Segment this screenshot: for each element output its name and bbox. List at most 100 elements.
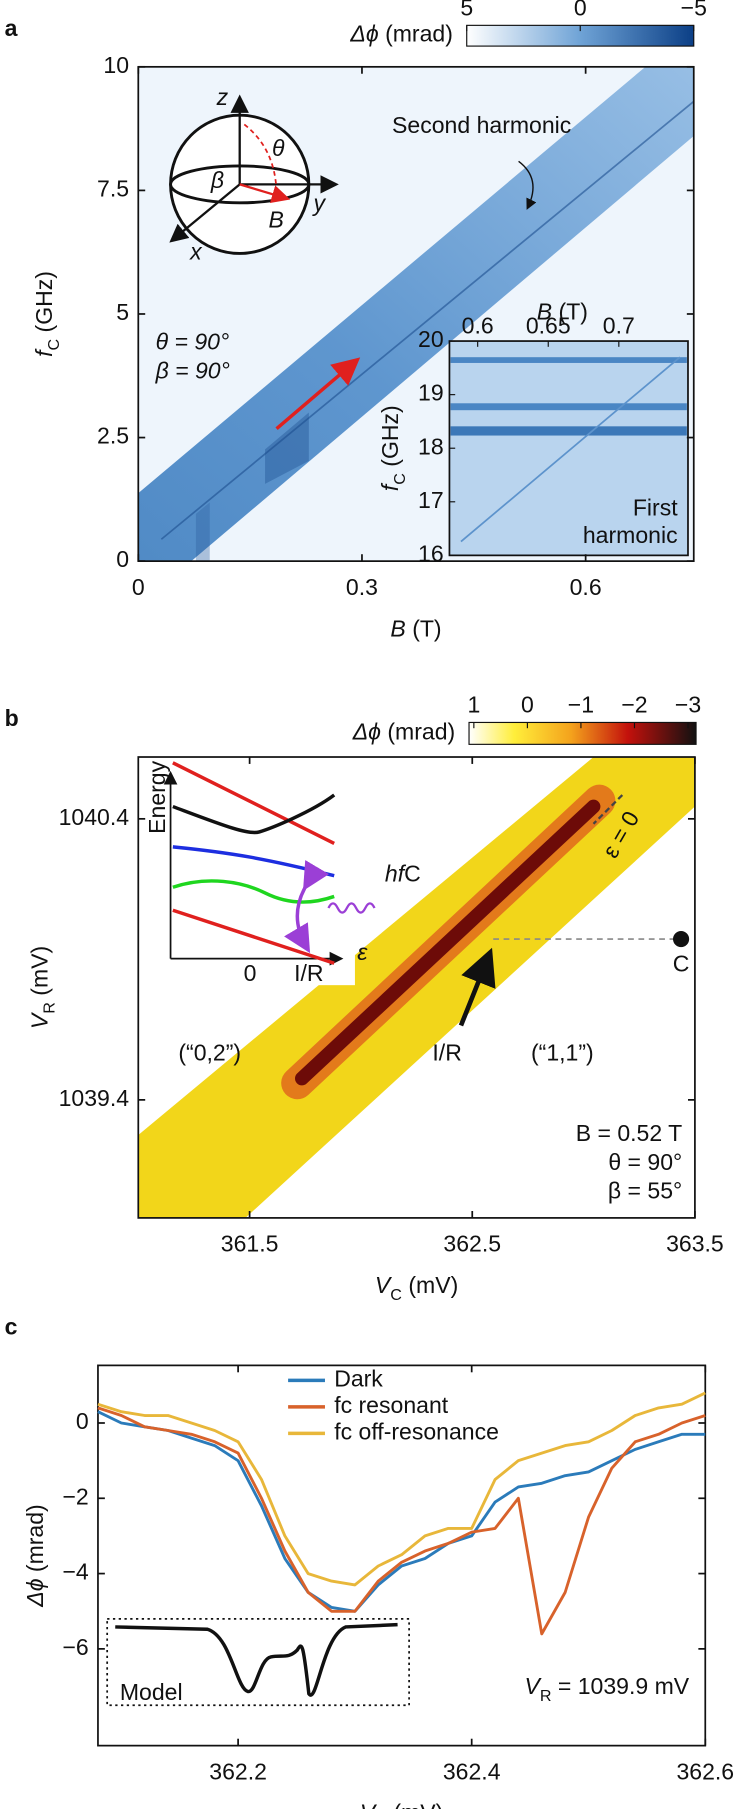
annotation: C (673, 951, 690, 977)
red-arrow (275, 357, 361, 430)
colorbar-tick-label: 0 (574, 0, 587, 20)
y-axis-label: fC (GHz) (31, 271, 63, 357)
parameter: θ = 90° (608, 1149, 682, 1175)
x-tick-label: 0.6 (570, 574, 602, 600)
label-part: V (375, 1272, 393, 1298)
band-stripe (195, 502, 210, 562)
label-part: V (27, 1011, 53, 1029)
inset-stripe (450, 357, 687, 363)
y-tick-label: 0 (116, 546, 129, 572)
sphere-label: x (189, 239, 203, 265)
colorbar-tick-label: 1 (467, 691, 480, 717)
y-tick-label: 2.5 (97, 423, 129, 449)
label-part: C (45, 339, 63, 351)
x-tick-label: 0.3 (346, 574, 378, 600)
label-part: = 1039.9 mV (551, 1673, 689, 1699)
colorbar-tick-label: 0 (521, 691, 534, 717)
colorbar-tick-label: 5 (460, 0, 473, 20)
label-part: C (404, 861, 421, 887)
label-part: R (540, 1687, 552, 1705)
inset-line (460, 356, 681, 543)
label-part: (mV) (402, 1272, 458, 1298)
legend-label: fc resonant (334, 1392, 449, 1418)
inset-tick-label: I/R (294, 960, 323, 986)
x-axis-label: B (T) (390, 615, 441, 641)
label-part: R (41, 1002, 59, 1014)
label-part: (T) (552, 299, 588, 325)
y-axis-label: Δϕ (mrad) (22, 1504, 48, 1607)
label-part: (T) (406, 615, 442, 641)
inset-y-tick-label: 18 (418, 433, 444, 459)
label-part: (GHz) (377, 405, 403, 473)
label-part: Δϕ (349, 21, 378, 47)
inset-x-tick-label: 0.65 (526, 312, 571, 338)
colorbar-tick-label: −5 (681, 0, 707, 20)
sphere-label: B (269, 206, 284, 232)
series-line (97, 1406, 706, 1636)
signal-band (138, 66, 694, 562)
energy-diagram (163, 761, 376, 966)
harmonic-line (160, 100, 695, 540)
sphere (169, 94, 339, 255)
sphere-label: y (311, 190, 326, 216)
level (172, 793, 336, 835)
annotation: I/R (432, 1039, 461, 1065)
inset-stripe (450, 426, 687, 436)
label-part: (mV) (387, 1800, 443, 1809)
inset-y-tick-label: 20 (418, 326, 444, 352)
transition (284, 860, 330, 954)
label-part: C (390, 1286, 402, 1304)
inset-features (450, 356, 687, 543)
inset-stripe (450, 403, 687, 411)
y-tick-label: −4 (62, 1559, 88, 1585)
inset-text: First (633, 494, 678, 520)
inset-y-tick-label: 17 (418, 487, 444, 513)
panel-label: a (5, 15, 18, 41)
annotation: (“0,2”) (178, 1039, 241, 1065)
label-part: Δϕ (352, 718, 381, 744)
annotation: VR = 1039.9 mV (524, 1673, 689, 1705)
panel-label: c (5, 1314, 18, 1340)
label-part: f (31, 348, 57, 357)
y-tick-label: 5 (116, 299, 129, 325)
x-tick-label: 362.2 (209, 1758, 267, 1784)
label-part: (mrad) (22, 1504, 48, 1578)
sphere-label: z (216, 84, 229, 110)
series-line (97, 1410, 706, 1613)
parameter: β = 55° (608, 1178, 682, 1204)
photon (327, 902, 376, 914)
ir-arrow (458, 947, 496, 1027)
level (172, 761, 335, 845)
colorbar-tick-label: −2 (621, 691, 647, 717)
x-tick-label: 361.5 (221, 1231, 279, 1257)
point-c (673, 931, 690, 948)
colorbar-tick-label: −1 (568, 691, 594, 717)
y-tick-label: 1039.4 (59, 1085, 130, 1111)
level (172, 908, 335, 965)
model-box (106, 1618, 410, 1707)
panel-label: b (5, 705, 19, 731)
inset-map (448, 340, 689, 557)
colorbar-label: Δϕ (mrad) (352, 718, 455, 744)
photon-label: hfC (385, 861, 421, 887)
inset-x-label: ε (357, 939, 368, 965)
x-tick-label: 363.5 (666, 1231, 724, 1257)
label-part: V (360, 1800, 378, 1809)
band-stripe (265, 412, 309, 484)
inset-x-tick-label: 0.6 (462, 312, 494, 338)
annotation: θ = 90° (156, 328, 230, 354)
y-tick-label: −6 (62, 1634, 88, 1660)
epsilon-zero-line (592, 794, 624, 825)
y-tick-label: −2 (62, 1483, 88, 1509)
x-tick-label: 0 (132, 574, 145, 600)
colorbar-tick-label: −3 (675, 691, 701, 717)
inset-label: Model (120, 1679, 183, 1705)
annotation: Second harmonic (392, 112, 571, 138)
b-vector (239, 183, 291, 204)
x-tick-label: 362.6 (676, 1758, 734, 1784)
inset-y-label: Energy (144, 760, 170, 833)
label-part: V (524, 1673, 542, 1699)
series-line (97, 1391, 706, 1587)
annotation: β = 90° (155, 357, 230, 383)
